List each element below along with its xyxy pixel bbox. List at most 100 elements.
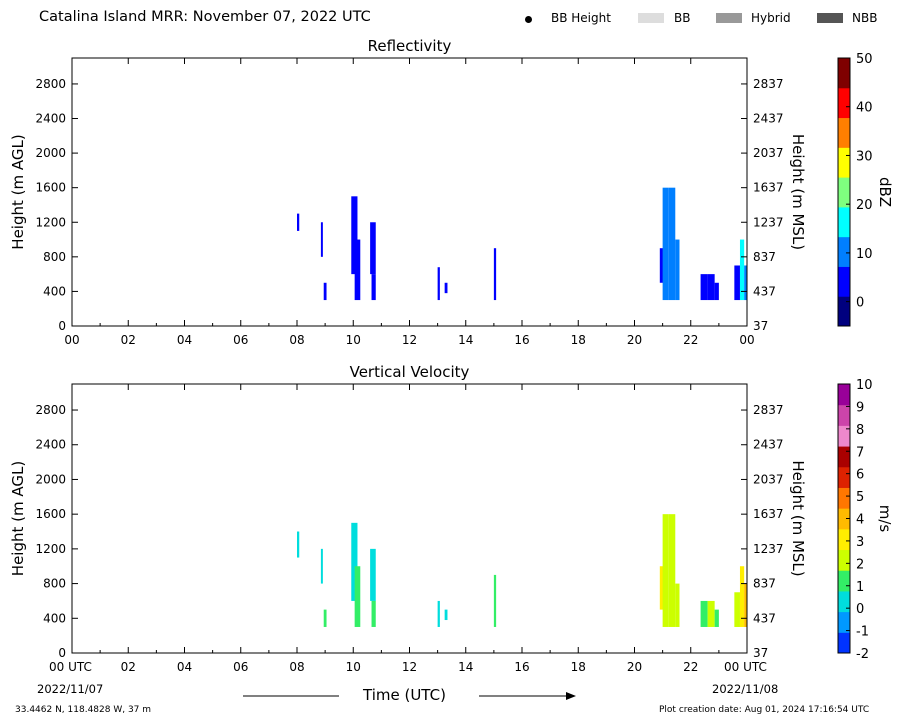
- colorbar-segment: [838, 487, 850, 509]
- y-right-tick-label: 837: [753, 250, 776, 264]
- x-tick-label: 06: [233, 660, 248, 674]
- data-cell: [493, 248, 497, 301]
- colorbar-tick-label: 4: [856, 513, 864, 528]
- data-cell: [714, 609, 719, 627]
- x-tick-label: 14: [458, 333, 473, 347]
- y-tick-label: 800: [43, 250, 66, 264]
- y-tick-label: 400: [43, 611, 66, 625]
- velocity-title: Vertical Velocity: [350, 363, 470, 381]
- colorbar-segment: [838, 296, 850, 327]
- y-tick-label: 400: [43, 284, 66, 298]
- data-cell: [323, 282, 327, 301]
- y-tick-label: 2400: [35, 438, 66, 452]
- y-right-tick-label: 2037: [753, 146, 784, 160]
- data-cell: [675, 583, 680, 627]
- colorbar-frame: [837, 57, 851, 327]
- x-axis-title: Time (UTC): [363, 686, 446, 704]
- data-cell: [320, 548, 323, 584]
- y-right-tick-label: 1237: [753, 542, 784, 556]
- data-cell: [297, 531, 300, 558]
- colorbar-tick-label: 0: [856, 602, 864, 617]
- reflectivity-title: Reflectivity: [368, 37, 452, 55]
- bb-height-marker-icon: [525, 16, 532, 23]
- data-cell: [659, 566, 665, 610]
- y-right-tick-label: 1637: [753, 181, 784, 195]
- y-right-tick-label: 837: [753, 577, 776, 591]
- y-tick-label: 2800: [35, 77, 66, 91]
- x-tick-label: 00 UTC: [724, 660, 767, 674]
- data-cell: [370, 222, 376, 275]
- y-axis-title: Height (m AGL): [9, 134, 27, 249]
- time-axis-arrow: [243, 692, 576, 700]
- legend-hybrid-label: Hybrid: [751, 11, 791, 25]
- y-right-tick-label: 37: [753, 646, 768, 660]
- data-cell: [662, 187, 669, 301]
- colorbar-segment: [838, 147, 850, 178]
- station-location: 33.4462 N, 118.4828 W, 37 m: [15, 705, 152, 715]
- colorbar-tick-label: 10: [856, 247, 873, 262]
- x-tick-label: 08: [289, 333, 304, 347]
- colorbar-tick-label: 9: [856, 400, 864, 415]
- colorbar-segment: [838, 266, 850, 297]
- legend-nbb-swatch: [817, 13, 843, 23]
- y-tick-label: 1200: [35, 542, 66, 556]
- x-tick-label: 22: [683, 660, 698, 674]
- colorbar-title: dBZ: [876, 177, 894, 207]
- data-cell: [668, 187, 676, 301]
- plot-frame: [71, 57, 748, 327]
- colorbar-segment: [838, 117, 850, 148]
- data-cell: [744, 583, 747, 627]
- colorbar-segment: [838, 528, 850, 551]
- data-cell: [739, 566, 745, 627]
- colorbar-segment: [838, 570, 850, 592]
- colorbar-tick-label: 8: [856, 423, 864, 438]
- x-tick-label: 20: [627, 333, 642, 347]
- data-cell: [444, 282, 448, 294]
- colorbar-segment: [838, 87, 850, 119]
- page-title: Catalina Island MRR: November 07, 2022 U…: [39, 9, 371, 25]
- data-cell: [320, 222, 323, 257]
- x-tick-label: 12: [402, 660, 417, 674]
- data-cell: [493, 574, 497, 627]
- y-axis-right-title: Height (m MSL): [789, 134, 807, 250]
- x-tick-label: 16: [514, 660, 529, 674]
- data-cell: [700, 274, 708, 301]
- y-right-tick-label: 1637: [753, 507, 784, 521]
- data-cell: [297, 213, 300, 231]
- data-cell: [444, 609, 448, 621]
- colorbar-tick-label: 1: [856, 580, 864, 595]
- data-cell: [351, 196, 358, 275]
- data-cell: [323, 609, 327, 627]
- colorbar-segment: [838, 58, 850, 89]
- colorbar-segment: [838, 206, 850, 238]
- y-right-tick-label: 2037: [753, 472, 784, 486]
- x-tick-label: 00 UTC: [49, 660, 92, 674]
- y-tick-label: 1600: [35, 507, 66, 521]
- colorbar-tick-label: 5: [856, 490, 864, 505]
- legend-bb-label: BB: [674, 11, 691, 25]
- data-cell: [371, 600, 376, 627]
- y-right-tick-label: 2437: [753, 112, 784, 126]
- start-date: 2022/11/07: [37, 682, 104, 696]
- colorbar-tick-label: 7: [856, 445, 864, 460]
- y-tick-label: 2800: [35, 403, 66, 417]
- colorbar-segment: [838, 384, 850, 406]
- y-tick-label: 2000: [35, 472, 66, 486]
- x-tick-label: 16: [514, 333, 529, 347]
- y-tick-label: 1200: [35, 215, 66, 229]
- data-cell: [675, 239, 680, 301]
- y-right-tick-label: 37: [753, 319, 768, 333]
- x-tick-label: 10: [346, 333, 361, 347]
- y-tick-label: 1600: [35, 181, 66, 195]
- x-tick-label: 00: [739, 333, 754, 347]
- data-cell: [714, 282, 719, 301]
- colorbar-tick-label: 20: [856, 198, 873, 213]
- colorbar-segment: [838, 404, 850, 426]
- x-tick-label: 10: [346, 660, 361, 674]
- plot-frame: [71, 383, 748, 654]
- x-tick-label: 18: [571, 660, 586, 674]
- data-cell: [734, 592, 740, 627]
- x-tick-label: 20: [627, 660, 642, 674]
- colorbar-tick-label: 30: [856, 149, 873, 164]
- y-right-tick-label: 2437: [753, 438, 784, 452]
